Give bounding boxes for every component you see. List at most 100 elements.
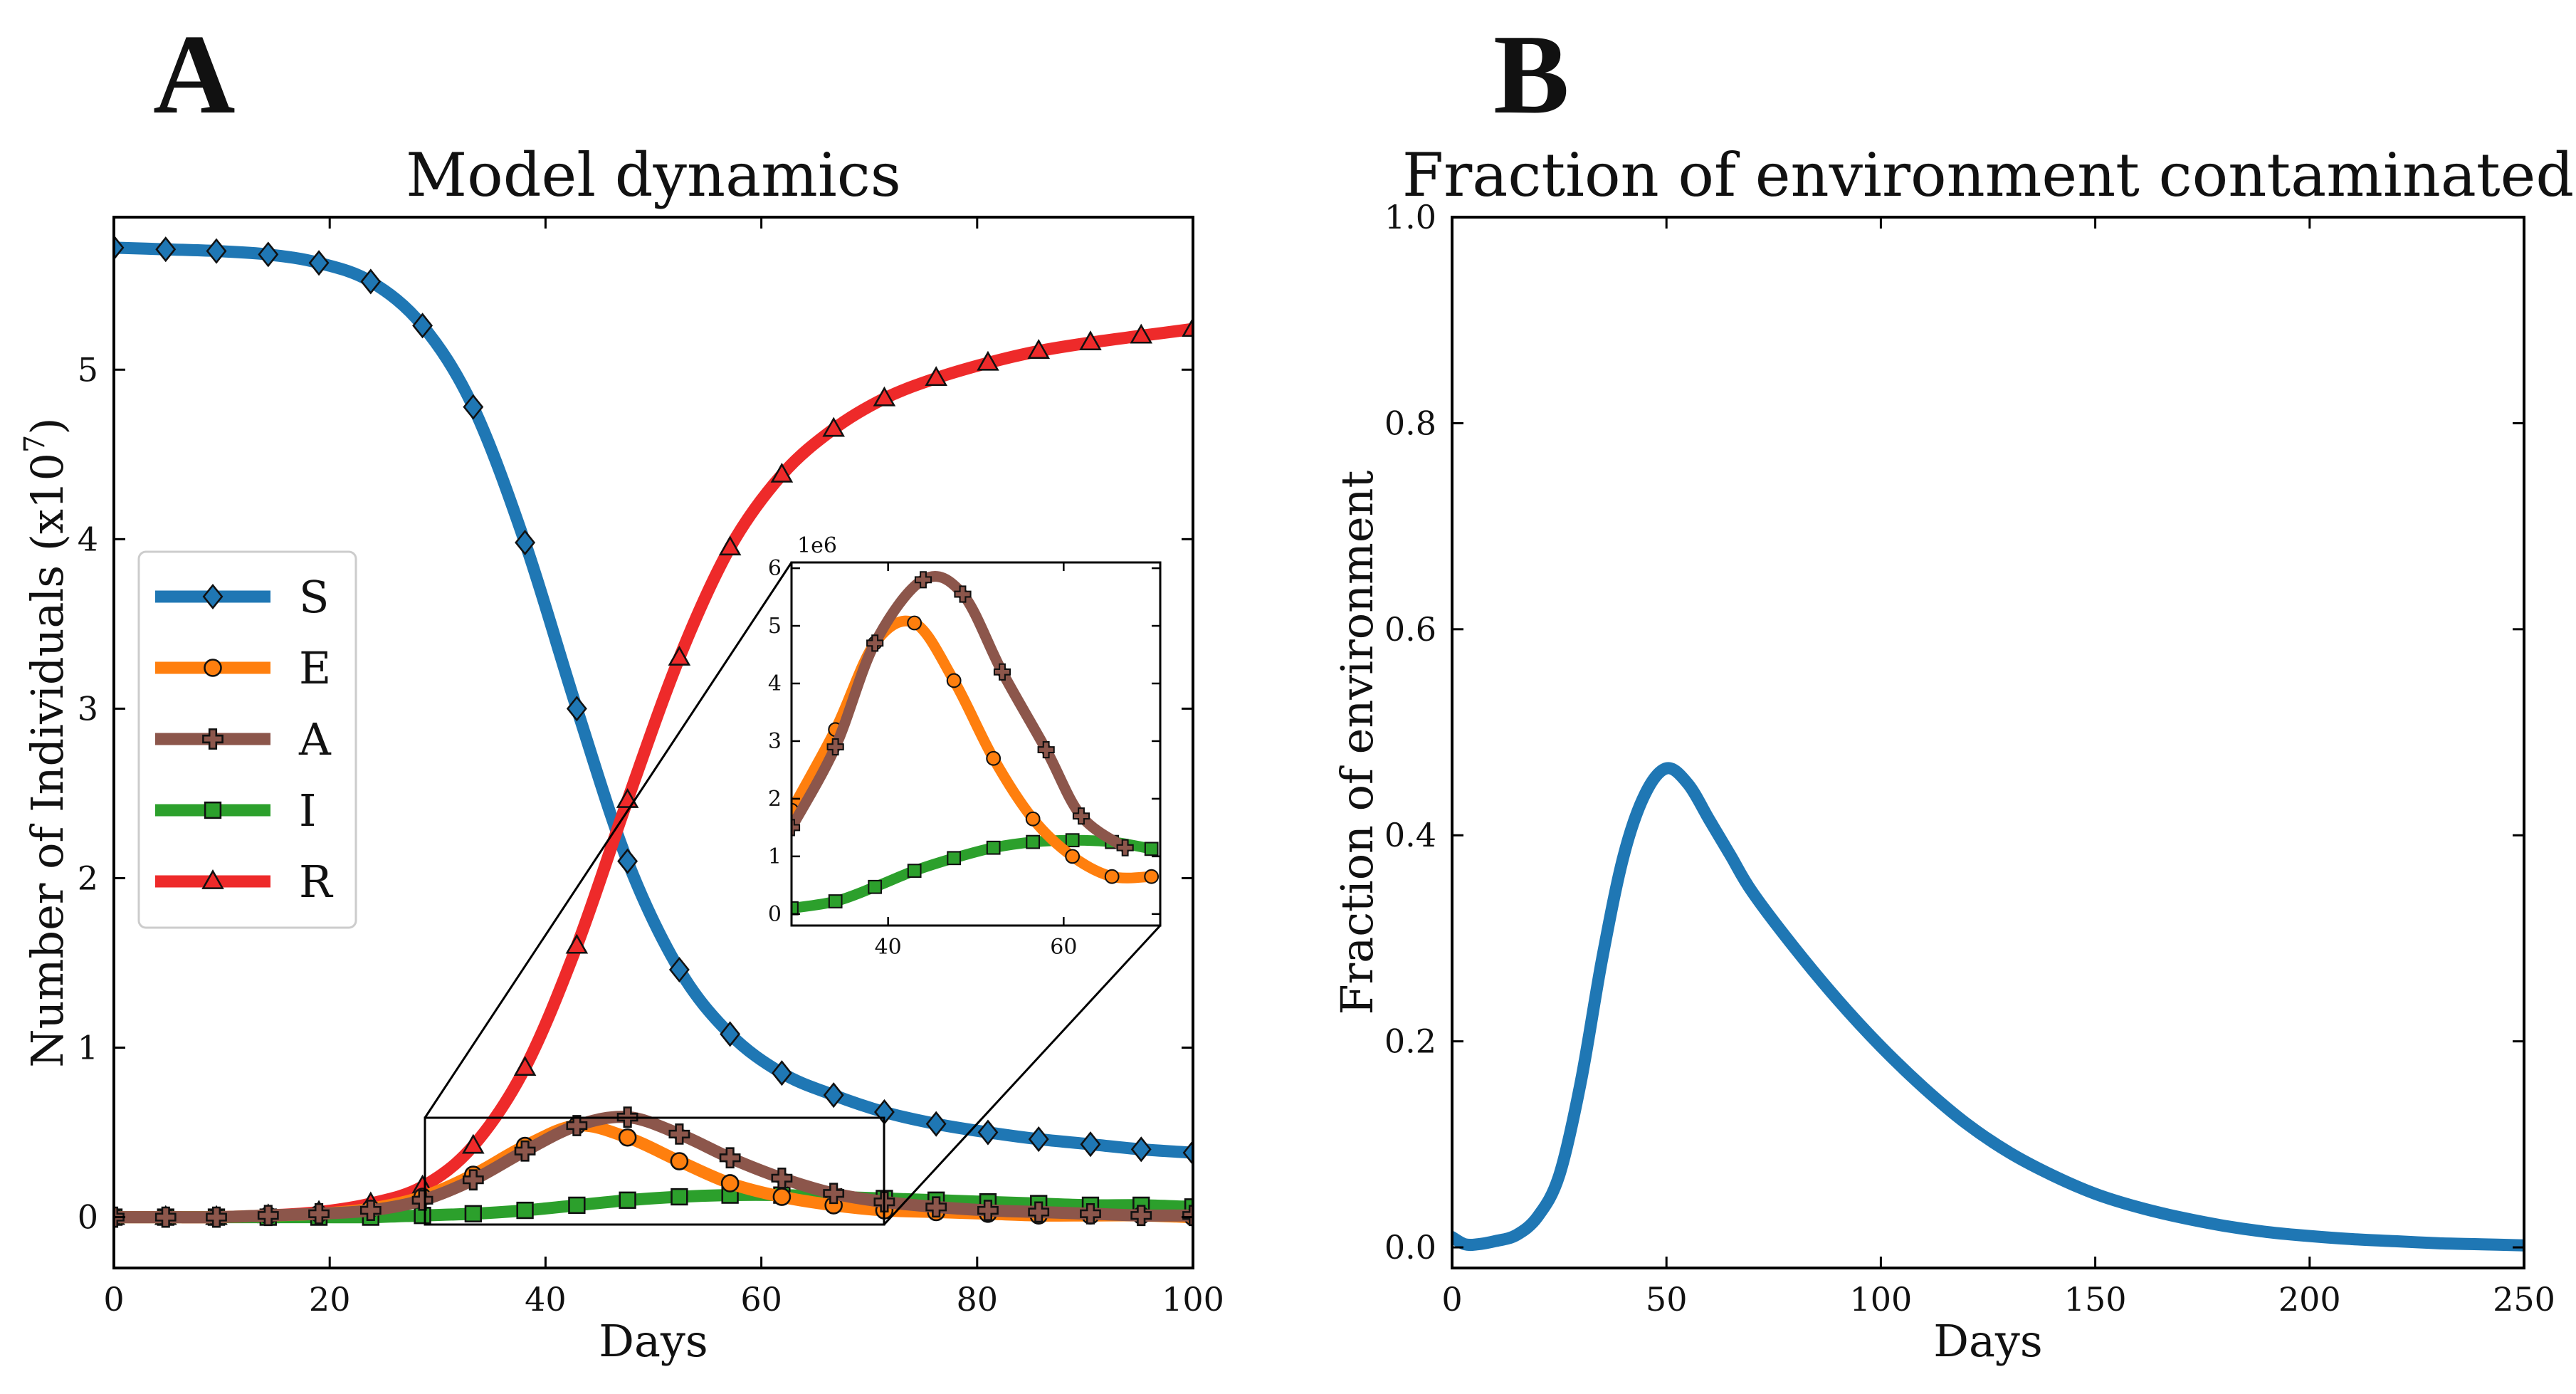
chart-a-title: Model dynamics — [406, 140, 901, 210]
inset-marker-i — [947, 851, 962, 866]
x-tick-label: 100 — [1849, 1280, 1912, 1319]
y-tick-label: 2 — [78, 859, 98, 897]
x-tick-label: 200 — [2278, 1280, 2341, 1319]
x-tick-label: 0 — [1441, 1280, 1462, 1319]
chart-a-y-axis: 0 1 2 3 4 5 — [78, 350, 1193, 1237]
panel-label-a: A — [153, 11, 236, 137]
x-tick-label: 60 — [740, 1280, 782, 1319]
marker-r — [513, 1056, 537, 1076]
inset-marker-a — [826, 738, 844, 756]
legend-marker-s — [202, 583, 224, 610]
chart-b-plot-area — [1452, 762, 2524, 1252]
marker-a — [359, 1200, 382, 1221]
x-tick-label: 20 — [309, 1280, 351, 1319]
inset-marker-e — [1144, 869, 1160, 884]
chart-a-x-axis: 0 20 40 60 80 100 — [103, 217, 1224, 1319]
series-line-a — [114, 1111, 1193, 1224]
marker-s — [1028, 1126, 1049, 1153]
inset-marker-a — [866, 634, 884, 652]
x-tick-label: 0 — [103, 1280, 124, 1319]
inset-y-tick-label: 3 — [768, 729, 782, 754]
inset-marker-i — [1144, 842, 1159, 856]
marker-r — [822, 416, 845, 437]
marker-r — [1027, 339, 1051, 359]
chart-a-inset: 40 60 0 1 2 3 4 5 6 1e6 — [768, 533, 1162, 960]
marker-s — [360, 268, 382, 295]
x-tick-label: 50 — [1646, 1280, 1688, 1319]
inset-marker-e — [1104, 869, 1120, 884]
inset-marker-a — [1072, 807, 1090, 825]
chart-a-y-label-exponent: 7 — [19, 435, 51, 453]
inset-marker-a — [792, 819, 801, 837]
inset-marker-e — [907, 615, 922, 631]
inset-marker-e — [1065, 849, 1081, 864]
x-tick-label: 150 — [2064, 1280, 2127, 1319]
chart-a-y-label: Number of Individuals (x107) — [19, 417, 73, 1067]
legend-marker-a — [202, 728, 224, 750]
marker-e — [772, 1188, 792, 1206]
chart-b-y-label: Fraction of environment — [1331, 471, 1383, 1015]
inset-marker-e — [1025, 811, 1041, 827]
marker-s — [1182, 1140, 1193, 1166]
y-tick-label: 0.4 — [1384, 816, 1436, 854]
marker-r — [1182, 317, 1193, 337]
marker-r — [1130, 323, 1153, 344]
inset-frame — [790, 561, 1162, 927]
inset-marker-i — [907, 864, 922, 878]
chart-b-y-axis: 0.0 0.2 0.4 0.6 0.8 1.0 — [1384, 198, 2524, 1267]
inset-marker-i — [828, 894, 843, 908]
marker-i — [619, 1191, 636, 1209]
legend-label-r: R — [299, 856, 334, 908]
marker-s — [823, 1082, 844, 1109]
marker-e — [618, 1128, 637, 1147]
legend-marker-e — [204, 659, 222, 677]
marker-r — [1079, 330, 1102, 351]
marker-a — [823, 1183, 845, 1205]
series-line-contaminated — [1452, 762, 2524, 1252]
inset-y-tick-label: 5 — [768, 614, 782, 639]
marker-s — [412, 313, 433, 339]
y-tick-label: 3 — [78, 689, 98, 728]
marker-s — [206, 238, 227, 264]
marker-i — [568, 1196, 586, 1215]
marker-s — [515, 530, 536, 556]
x-tick-label: 80 — [957, 1280, 999, 1319]
legend-label-a: A — [298, 713, 332, 765]
inset-y-tick-label: 0 — [768, 902, 782, 927]
marker-e — [670, 1152, 689, 1170]
legend-marker-i — [204, 801, 222, 819]
chart-a-x-label: Days — [599, 1315, 708, 1367]
x-tick-label: 100 — [1162, 1280, 1224, 1319]
inset-marker-a — [1037, 741, 1055, 759]
marker-a — [308, 1202, 330, 1225]
marker-a — [977, 1200, 999, 1221]
marker-i — [671, 1188, 688, 1206]
marker-a — [925, 1196, 947, 1218]
inset-offset-text: 1e6 — [797, 533, 837, 558]
marker-r — [462, 1133, 485, 1154]
y-tick-label: 1 — [78, 1029, 98, 1067]
marker-s — [566, 696, 587, 722]
inset-x-tick-label: 60 — [1050, 935, 1077, 960]
marker-a — [206, 1206, 227, 1228]
inset-marker-a — [993, 663, 1011, 681]
marker-s — [925, 1111, 947, 1137]
marker-s — [463, 394, 484, 420]
inset-y-tick-label: 4 — [768, 671, 782, 696]
y-tick-label: 0.0 — [1384, 1228, 1436, 1267]
marker-r — [718, 535, 742, 556]
marker-s — [977, 1119, 999, 1146]
inset-marker-i — [868, 879, 883, 894]
marker-a — [668, 1123, 690, 1145]
y-tick-label: 0.8 — [1384, 404, 1436, 442]
y-tick-label: 1.0 — [1384, 198, 1436, 236]
inset-plot-area — [792, 571, 1160, 916]
inset-y-tick-label: 2 — [768, 787, 782, 812]
legend-label-e: E — [299, 642, 331, 694]
legend-label-i: I — [299, 785, 317, 837]
inset-series-line-i — [792, 834, 1157, 914]
chart-b-frame — [1451, 216, 2525, 1269]
inset-marker-a — [1116, 839, 1134, 856]
